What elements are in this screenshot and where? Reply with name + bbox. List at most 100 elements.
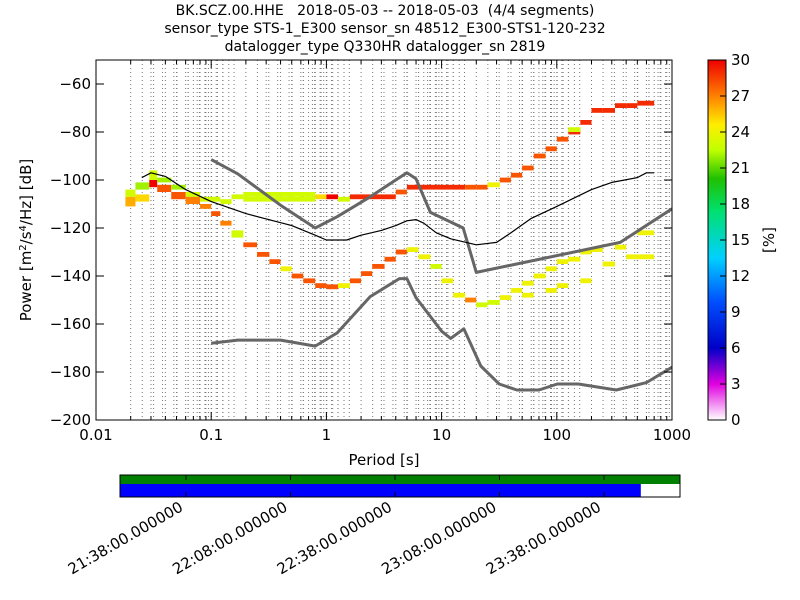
colorbar-tick-label: 9 <box>731 303 741 321</box>
y-tick-label: −80 <box>59 123 91 141</box>
colorbar-tick-label: 12 <box>731 267 750 285</box>
colorbar-tick-label: 30 <box>731 51 750 69</box>
coverage-frame <box>119 474 681 498</box>
density-cell <box>326 194 338 200</box>
density-cell <box>556 136 569 142</box>
density-cell <box>522 280 534 286</box>
density-cell <box>487 182 500 188</box>
density-cell <box>441 278 454 284</box>
density-cell <box>406 184 466 190</box>
colorbar-tick-label: 21 <box>731 159 750 177</box>
x-tick-label: 0.01 <box>79 426 112 444</box>
density-cell <box>315 283 327 288</box>
colorbar-tick-label: 18 <box>731 195 750 213</box>
y-tick-label: −100 <box>50 171 91 189</box>
density-cell <box>580 278 592 284</box>
y-tick-label: −120 <box>50 219 91 237</box>
x-tick-label: 10 <box>432 426 451 444</box>
density-cell <box>211 211 221 216</box>
coverage-tick-label: 21:38:00.000000 <box>65 498 186 578</box>
density-cell <box>185 196 201 204</box>
density-cell <box>591 247 603 252</box>
data-coverage-bar <box>120 475 680 484</box>
y-tick-label: −160 <box>50 315 91 333</box>
density-cell <box>545 266 557 272</box>
density-cell <box>568 127 581 132</box>
density-cell <box>135 194 150 202</box>
density-cell <box>533 273 546 279</box>
density-cell <box>200 196 221 202</box>
chart-title: BK.SCZ.00.HHE 2018-05-03 -- 2018-05-03 (… <box>100 2 670 56</box>
density-cell <box>602 261 615 267</box>
density-cell <box>510 172 523 178</box>
density-cell <box>257 252 270 257</box>
colorbar-tick-label: 24 <box>731 123 750 141</box>
density-cell <box>243 242 258 248</box>
psd-coverage-bar <box>120 484 641 497</box>
density-cell <box>231 194 244 200</box>
density-cell <box>418 254 431 260</box>
coverage-timeline: 21:38:00.00000022:08:00.00000022:38:00.0… <box>65 474 681 578</box>
title-line-3: datalogger_type Q330HR datalogger_sn 281… <box>224 39 546 55</box>
density-cell <box>637 230 655 236</box>
density-cell <box>637 254 655 260</box>
density-cell <box>243 192 316 197</box>
coverage-tick-label: 22:38:00.000000 <box>274 498 395 578</box>
density-cell <box>243 196 316 202</box>
density-cell <box>476 302 488 308</box>
colorbar-label: [%] <box>760 227 778 253</box>
density-cell <box>395 249 407 255</box>
density-cell <box>361 271 373 276</box>
colorbar-tick-label: 0 <box>731 411 741 429</box>
density-cell <box>149 180 158 188</box>
density-cell <box>465 297 477 303</box>
y-tick-label: −60 <box>59 75 91 93</box>
density-cell <box>430 264 442 269</box>
density-cell <box>337 283 350 288</box>
x-tick-label: 0.1 <box>199 426 223 444</box>
y-tick-label: −200 <box>50 411 91 429</box>
colorbar-tick-label: 6 <box>731 339 741 357</box>
density-cell <box>476 184 488 190</box>
density-cell <box>200 204 212 209</box>
density-cell <box>487 300 500 305</box>
density-cell <box>465 184 477 190</box>
density-cell <box>149 170 158 180</box>
x-tick-label: 1 <box>322 426 332 444</box>
density-cell <box>291 273 304 279</box>
density-cell <box>280 266 292 272</box>
density-cell <box>522 165 534 171</box>
x-axis-ticks: 0.01 0.1 1 10 100 1000 <box>79 60 691 444</box>
x-axis-label: Period [s] <box>348 451 419 469</box>
nhnm-curve <box>210 158 672 274</box>
density-cell <box>337 196 350 202</box>
density-cell <box>185 192 201 197</box>
density-cell <box>315 194 327 200</box>
density-cell <box>510 288 523 293</box>
plot-area: 0.01 0.1 1 10 100 1000 −60 −80 −100 −120 −140 −160… <box>50 59 691 444</box>
density-cell <box>614 244 627 250</box>
density-cell <box>602 108 615 113</box>
density-cell <box>171 184 186 190</box>
density-cell <box>220 199 232 204</box>
density-cell <box>326 284 338 290</box>
title-line-2: sensor_type STS-1_E300 sensor_sn 48512_E… <box>164 21 606 37</box>
mean-psd-curve <box>141 172 655 246</box>
density-cell <box>135 182 150 190</box>
density-cell <box>269 259 281 264</box>
density-cell <box>591 108 603 113</box>
colorbar-tick-label: 27 <box>731 87 750 105</box>
y-axis-label: Power [m2/s4/Hz] [dB] <box>17 159 35 322</box>
density-cell <box>231 230 244 238</box>
colorbar-tick-label: 15 <box>731 231 750 249</box>
x-tick-label: 1000 <box>653 426 691 444</box>
density-cell <box>303 278 316 284</box>
density-cell <box>637 100 655 106</box>
density-cell <box>157 177 172 183</box>
density-cell <box>125 189 136 197</box>
density-cell <box>499 295 511 300</box>
density-cell <box>499 177 511 183</box>
y-tick-label: −180 <box>50 363 91 381</box>
density-cell <box>171 192 186 200</box>
colorbar: 0 3 6 9 12 15 18 21 24 27 30 [%] <box>707 51 778 429</box>
